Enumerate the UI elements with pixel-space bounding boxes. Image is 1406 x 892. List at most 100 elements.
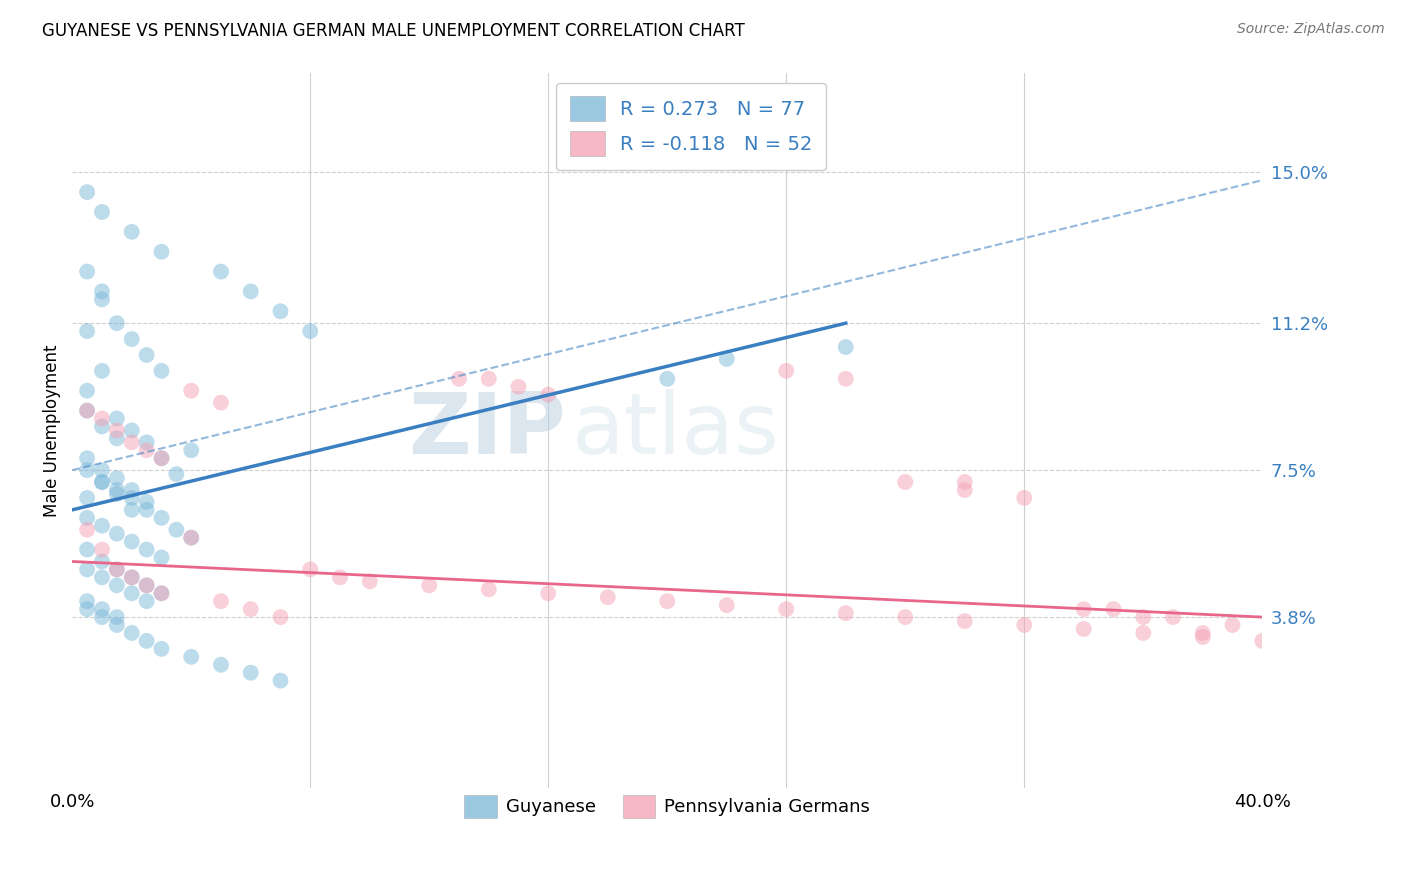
Point <box>105 618 128 632</box>
Point <box>209 264 232 278</box>
Point <box>121 570 143 584</box>
Text: Source: ZipAtlas.com: Source: ZipAtlas.com <box>1237 22 1385 37</box>
Point <box>269 610 291 624</box>
Point <box>894 475 917 489</box>
Point <box>835 340 858 354</box>
Point <box>76 510 98 524</box>
Point <box>165 467 187 482</box>
Y-axis label: Male Unemployment: Male Unemployment <box>44 344 60 516</box>
Point <box>105 483 128 497</box>
Point <box>478 582 501 597</box>
Point <box>1191 630 1213 644</box>
Point <box>121 332 143 346</box>
Point <box>418 578 440 592</box>
Point <box>91 570 114 584</box>
Point <box>135 578 157 592</box>
Point <box>105 424 128 438</box>
Point <box>150 641 173 656</box>
Point <box>105 471 128 485</box>
Point <box>150 451 173 466</box>
Point <box>135 634 157 648</box>
Point <box>91 364 114 378</box>
Point <box>716 351 738 366</box>
Point <box>180 531 202 545</box>
Point <box>76 324 98 338</box>
Point <box>299 324 322 338</box>
Point <box>1132 610 1154 624</box>
Point <box>135 348 157 362</box>
Point <box>239 665 262 680</box>
Point <box>150 550 173 565</box>
Point <box>269 673 291 688</box>
Point <box>135 594 157 608</box>
Point <box>150 364 173 378</box>
Point <box>1222 618 1244 632</box>
Point <box>657 372 679 386</box>
Point <box>76 264 98 278</box>
Point <box>91 518 114 533</box>
Point <box>91 293 114 307</box>
Point <box>135 443 157 458</box>
Point <box>165 523 187 537</box>
Point <box>180 649 202 664</box>
Point <box>91 285 114 299</box>
Point <box>953 475 976 489</box>
Point <box>105 562 128 576</box>
Point <box>121 483 143 497</box>
Point <box>135 503 157 517</box>
Point <box>135 435 157 450</box>
Point <box>121 424 143 438</box>
Point <box>121 570 143 584</box>
Point <box>135 578 157 592</box>
Point <box>239 602 262 616</box>
Point <box>105 562 128 576</box>
Point <box>76 451 98 466</box>
Point <box>1191 626 1213 640</box>
Point <box>537 387 560 401</box>
Point <box>716 598 738 612</box>
Point <box>91 554 114 568</box>
Point <box>105 431 128 445</box>
Point <box>91 205 114 219</box>
Point <box>135 495 157 509</box>
Point <box>1132 626 1154 640</box>
Point <box>775 602 797 616</box>
Point <box>447 372 470 386</box>
Point <box>657 594 679 608</box>
Point <box>76 602 98 616</box>
Point <box>121 435 143 450</box>
Point <box>537 586 560 600</box>
Point <box>91 411 114 425</box>
Point <box>1012 491 1035 505</box>
Point <box>269 304 291 318</box>
Point <box>121 491 143 505</box>
Point <box>1012 618 1035 632</box>
Point <box>121 503 143 517</box>
Point <box>76 542 98 557</box>
Point <box>76 463 98 477</box>
Point <box>150 586 173 600</box>
Point <box>105 526 128 541</box>
Point <box>105 411 128 425</box>
Point <box>329 570 352 584</box>
Point <box>180 443 202 458</box>
Point <box>1073 602 1095 616</box>
Point <box>508 380 530 394</box>
Point <box>953 614 976 628</box>
Point <box>775 364 797 378</box>
Point <box>91 475 114 489</box>
Point <box>150 510 173 524</box>
Point <box>209 657 232 672</box>
Point <box>835 372 858 386</box>
Point <box>76 523 98 537</box>
Point <box>150 586 173 600</box>
Point <box>180 531 202 545</box>
Point <box>135 542 157 557</box>
Point <box>835 606 858 620</box>
Point <box>105 578 128 592</box>
Point <box>76 562 98 576</box>
Point <box>76 403 98 417</box>
Point <box>76 384 98 398</box>
Point <box>91 542 114 557</box>
Point <box>150 451 173 466</box>
